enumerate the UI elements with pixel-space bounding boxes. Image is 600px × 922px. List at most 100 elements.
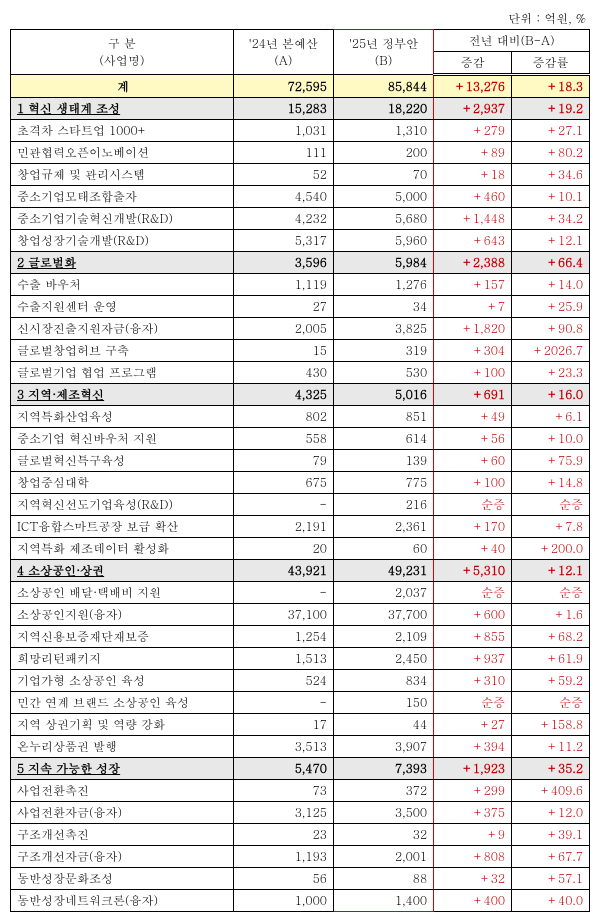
- header-a-l1: '24년 본예산: [249, 35, 318, 52]
- cell-diff: +56: [434, 428, 512, 450]
- cell-diff: 순증: [434, 582, 512, 604]
- cell-diff: +5,310: [434, 560, 512, 582]
- cell-b: 2,361: [333, 516, 433, 538]
- cell-b: 614: [333, 428, 433, 450]
- cell-rate: +27.1: [512, 120, 590, 142]
- table-row: 글로벌기업 협업 프로그램430530+100+23.3: [11, 362, 590, 384]
- cell-name: 계: [11, 75, 234, 98]
- cell-b: 200: [333, 142, 433, 164]
- cell-b: 5,960: [333, 230, 433, 252]
- cell-name: 구조개선촉진: [11, 824, 234, 846]
- cell-diff: +157: [434, 274, 512, 296]
- cell-a: 72,595: [233, 75, 333, 98]
- cell-rate: +90.8: [512, 318, 590, 340]
- cell-b: 530: [333, 362, 433, 384]
- table-row: 사업전환자금(융자)3,1253,500+375+12.0: [11, 802, 590, 824]
- cell-a: 675: [233, 472, 333, 494]
- table-row: 기업가형 소상공인 육성524834+310+59.2: [11, 670, 590, 692]
- table-row: 지역 상권기획 및 역량 강화1744+27+158.8: [11, 714, 590, 736]
- cell-a: -: [233, 494, 333, 516]
- cell-b: 5,000: [333, 186, 433, 208]
- cell-rate: +10.1: [512, 186, 590, 208]
- cell-name: 지역혁신선도기업육성(R&D): [11, 494, 234, 516]
- cell-name: 4 소상공인·상권: [11, 560, 234, 582]
- cell-rate: +57.1: [512, 868, 590, 890]
- cell-name: 글로벌혁신특구육성: [11, 450, 234, 472]
- cell-name: 희망리턴패키지: [11, 648, 234, 670]
- cell-diff: +279: [434, 120, 512, 142]
- cell-b: 1,400: [333, 890, 433, 912]
- cell-a: 5,317: [233, 230, 333, 252]
- cell-rate: +158.8: [512, 714, 590, 736]
- cell-rate: +23.3: [512, 362, 590, 384]
- cell-name: 민간 연계 브랜드 소상공인 육성: [11, 692, 234, 714]
- table-row: 지역특화산업육성802851+49+6.1: [11, 406, 590, 428]
- cell-b: 88: [333, 868, 433, 890]
- cell-a: 3,125: [233, 802, 333, 824]
- table-row: 창업성장기술개발(R&D)5,3175,960+643+12.1: [11, 230, 590, 252]
- cell-rate: +34.6: [512, 164, 590, 186]
- cell-name: 창업성장기술개발(R&D): [11, 230, 234, 252]
- cell-name: 신시장진출지원자금(융자): [11, 318, 234, 340]
- cell-a: 43,921: [233, 560, 333, 582]
- cell-b: 32: [333, 824, 433, 846]
- cell-name: ICT융합스마트공장 보급 확산: [11, 516, 234, 538]
- table-header: 구 분 (사업명) '24년 본예산 (A) '25년 정부안 (B) 전년 대…: [11, 30, 590, 75]
- header-name: 구 분 (사업명): [11, 30, 234, 75]
- cell-b: 3,825: [333, 318, 433, 340]
- table-row: 소상공인지원(융자)37,10037,700+600+1.6: [11, 604, 590, 626]
- cell-rate: +34.2: [512, 208, 590, 230]
- header-rate: 증감률: [512, 52, 590, 75]
- table-row: 창업중심대학675775+100+14.8: [11, 472, 590, 494]
- cell-diff: +855: [434, 626, 512, 648]
- table-row: 소상공인 배달·택배비 지원-2,037순증순증: [11, 582, 590, 604]
- cell-b: 18,220: [333, 98, 433, 120]
- cell-name: 5 지속 가능한 성장: [11, 758, 234, 780]
- table-row: 창업규제 및 관리시스템5270+18+34.6: [11, 164, 590, 186]
- cell-a: 2,005: [233, 318, 333, 340]
- table-row: 희망리턴패키지1,5132,450+937+61.9: [11, 648, 590, 670]
- cell-a: 4,232: [233, 208, 333, 230]
- cell-rate: 순증: [512, 692, 590, 714]
- cell-b: 5,680: [333, 208, 433, 230]
- table-row: 지역혁신선도기업육성(R&D)-216순증순증: [11, 494, 590, 516]
- table-row: 구조개선촉진2332+9+39.1: [11, 824, 590, 846]
- cell-b: 3,907: [333, 736, 433, 758]
- cell-diff: +1,820: [434, 318, 512, 340]
- table-row: 중소기업기술혁신개발(R&D)4,2325,680+1,448+34.2: [11, 208, 590, 230]
- table-row: 지역특화 제조데이터 활성화2060+40+200.0: [11, 538, 590, 560]
- header-a-l2: (A): [274, 52, 292, 69]
- cell-name: 지역특화산업육성: [11, 406, 234, 428]
- cell-rate: +18.3: [512, 75, 590, 98]
- cell-rate: +61.9: [512, 648, 590, 670]
- cell-b: 34: [333, 296, 433, 318]
- cell-name: 지역 상권기획 및 역량 강화: [11, 714, 234, 736]
- cell-rate: +1.6: [512, 604, 590, 626]
- cell-b: 60: [333, 538, 433, 560]
- table-row: 4 소상공인·상권43,92149,231+5,310+12.1: [11, 560, 590, 582]
- cell-diff: +7: [434, 296, 512, 318]
- cell-diff: +394: [434, 736, 512, 758]
- cell-rate: +14.8: [512, 472, 590, 494]
- cell-rate: +10.0: [512, 428, 590, 450]
- cell-rate: +6.1: [512, 406, 590, 428]
- cell-b: 216: [333, 494, 433, 516]
- cell-name: 창업중심대학: [11, 472, 234, 494]
- table-row: 수출 바우처1,1191,276+157+14.0: [11, 274, 590, 296]
- cell-diff: +600: [434, 604, 512, 626]
- cell-diff: +643: [434, 230, 512, 252]
- cell-diff: +60: [434, 450, 512, 472]
- cell-name: 중소기업모태조합출자: [11, 186, 234, 208]
- cell-diff: +100: [434, 362, 512, 384]
- cell-b: 2,450: [333, 648, 433, 670]
- cell-a: 1,513: [233, 648, 333, 670]
- cell-rate: +16.0: [512, 384, 590, 406]
- cell-diff: +9: [434, 824, 512, 846]
- table-row: 사업전환촉진73372+299+409.6: [11, 780, 590, 802]
- cell-a: 1,000: [233, 890, 333, 912]
- cell-rate: +35.2: [512, 758, 590, 780]
- cell-name: 사업전환촉진: [11, 780, 234, 802]
- cell-diff: +1,448: [434, 208, 512, 230]
- cell-diff: +27: [434, 714, 512, 736]
- cell-rate: +39.1: [512, 824, 590, 846]
